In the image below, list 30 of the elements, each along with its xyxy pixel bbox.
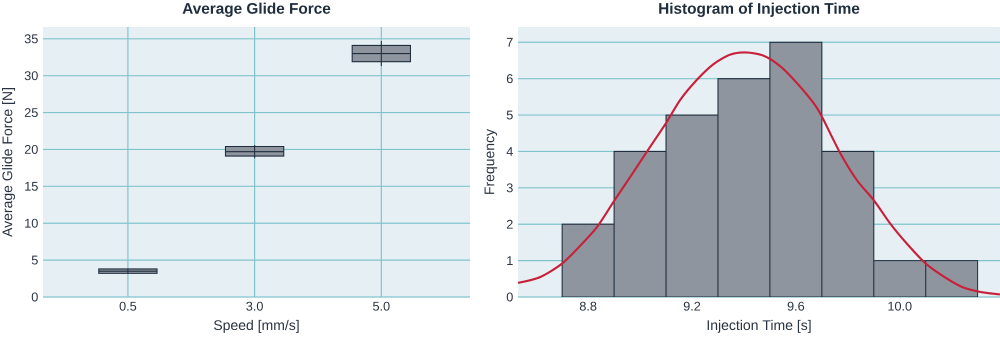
x-tick-label: 0.5 <box>120 302 136 311</box>
y-tick-label: 10 <box>25 218 38 228</box>
y-tick-label: 5 <box>506 110 513 120</box>
x-axis-title: Speed [mm/s] <box>214 320 299 333</box>
x-tick-label: 9.2 <box>684 302 700 311</box>
y-axis-title: Frequency <box>484 128 498 194</box>
y-tick-label: 1 <box>507 256 513 265</box>
x-tick-label: 9.6 <box>788 302 804 311</box>
chart-title: Histogram of Injection Time <box>659 2 860 17</box>
y-tick-label: 0 <box>32 292 38 302</box>
y-tick-label: 3 <box>506 183 513 192</box>
x-axis-title: Injection Time [s] <box>708 320 811 333</box>
x-tick-label: 3.0 <box>246 302 263 311</box>
y-tick-label: 0 <box>506 292 513 302</box>
chart-title: Average Glide Force <box>182 2 330 17</box>
x-tick-label: 8.8 <box>580 302 596 311</box>
y-tick-label: 15 <box>25 182 38 191</box>
y-tick-label: 30 <box>24 71 38 80</box>
x-tick-label: 10.0 <box>888 302 912 311</box>
line-series <box>518 51 1000 296</box>
y-tick-label: 7 <box>506 38 513 47</box>
y-tick-label: 20 <box>24 144 38 154</box>
y-tick-label: 35 <box>24 34 38 44</box>
y-tick-label: 25 <box>24 108 38 118</box>
x-tick-label: 5.0 <box>373 302 390 311</box>
y-tick-label: 5 <box>32 256 38 265</box>
y-tick-label: 4 <box>506 147 513 156</box>
y-axis-title: Average Glide Force [N] <box>2 88 16 237</box>
y-tick-label: 6 <box>506 74 513 84</box>
y-tick-label: 2 <box>506 220 513 229</box>
